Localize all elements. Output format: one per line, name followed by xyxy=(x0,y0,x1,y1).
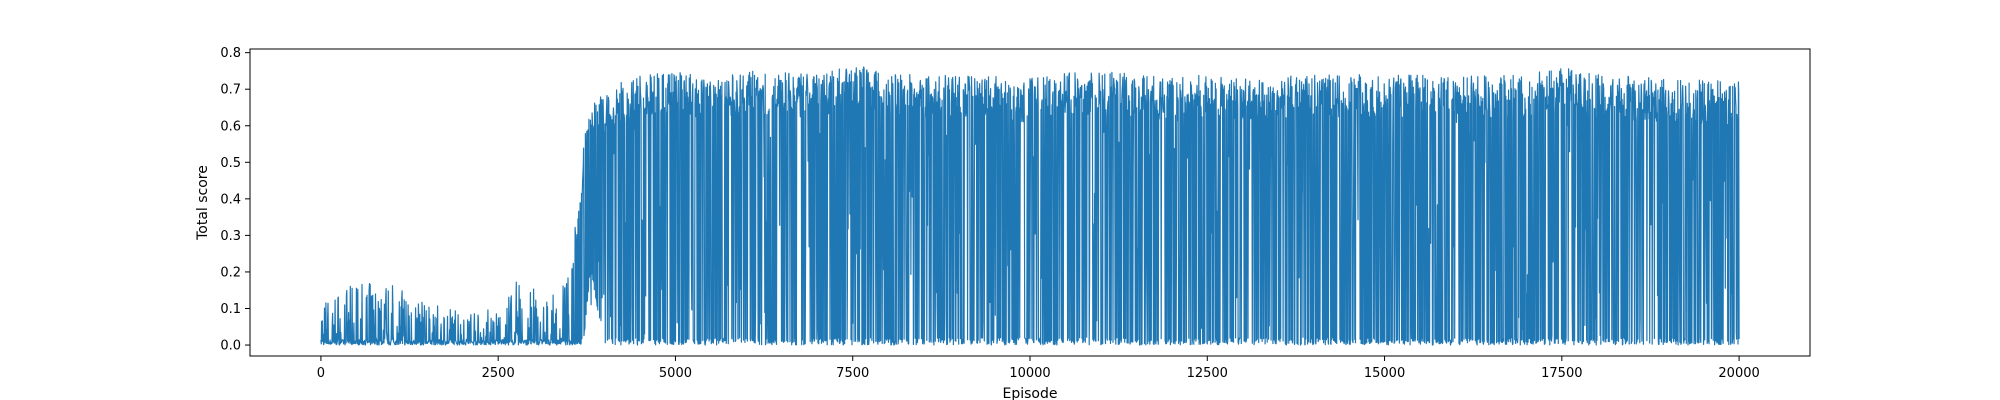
x-tick-label: 20000 xyxy=(1718,366,1759,381)
y-tick-label: 0.1 xyxy=(220,302,241,317)
y-tick-label: 0.3 xyxy=(220,229,241,244)
y-axis-label: Total score xyxy=(195,165,211,241)
x-tick-label: 15000 xyxy=(1364,366,1405,381)
x-tick-label: 10000 xyxy=(1009,366,1050,381)
y-axis: 0.0 0.1 0.2 0.3 0.4 0.5 0.6 0.7 0.8 xyxy=(220,46,250,354)
series-layer xyxy=(320,66,1740,346)
y-tick-label: 0.0 xyxy=(220,339,241,354)
x-tick-label: 17500 xyxy=(1541,366,1582,381)
series-line xyxy=(320,66,1740,346)
x-tick-label: 0 xyxy=(317,366,325,381)
y-tick-label: 0.7 xyxy=(220,83,241,98)
x-axis-label: Episode xyxy=(1003,386,1058,400)
x-tick-label: 7500 xyxy=(836,366,869,381)
y-tick-label: 0.6 xyxy=(220,119,241,134)
x-axis: 0 2500 5000 7500 10000 12500 15000 17500 20000 xyxy=(317,356,1760,381)
x-tick-label: 12500 xyxy=(1187,366,1228,381)
x-tick-label: 5000 xyxy=(659,366,692,381)
y-tick-label: 0.2 xyxy=(220,265,241,280)
y-tick-label: 0.5 xyxy=(220,156,241,171)
y-tick-label: 0.8 xyxy=(220,46,241,61)
x-tick-label: 2500 xyxy=(482,366,515,381)
y-tick-label: 0.4 xyxy=(220,192,241,207)
